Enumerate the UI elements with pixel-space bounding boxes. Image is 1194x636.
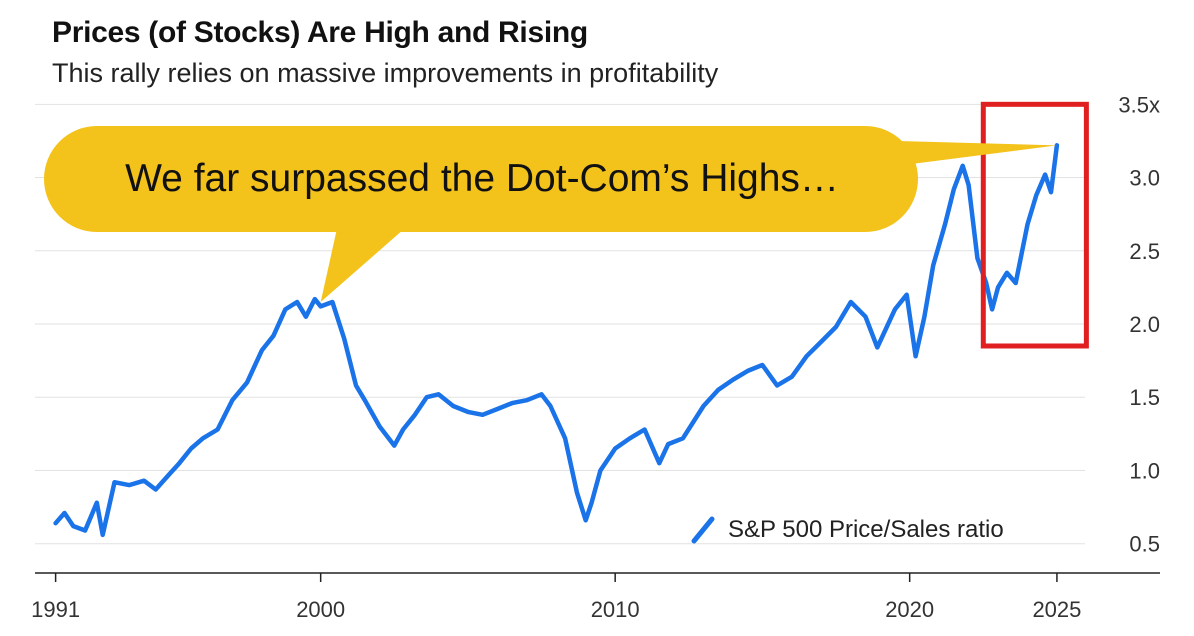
callout-text: We far surpassed the Dot-Com’s Highs… (125, 157, 839, 200)
legend-swatch (691, 516, 715, 544)
legend: S&P 500 Price/Sales ratio (690, 510, 1004, 550)
x-tick-label: 2010 (591, 597, 640, 622)
series-line (53, 143, 1060, 538)
y-tick-label: 1.0 (1129, 458, 1160, 483)
y-tick-label: 0.5 (1129, 532, 1160, 557)
legend-label: S&P 500 Price/Sales ratio (728, 516, 1004, 543)
callout-layer (44, 126, 1057, 303)
callout-tail-dotcom (320, 215, 420, 303)
x-tick-label: 2000 (296, 597, 345, 622)
x-tick-label: 2025 (1032, 597, 1081, 622)
y-tick-label: 2.5 (1129, 239, 1160, 264)
chart-title: Prices (of Stocks) Are High and Rising (52, 16, 588, 49)
x-axis: 1991 2000 2010 2020 2025 (31, 572, 1160, 622)
y-tick-label: 2.0 (1129, 312, 1160, 337)
chart-subtitle: This rally relies on massive improvement… (52, 58, 719, 88)
y-tick-label: 1.5 (1129, 385, 1160, 410)
callout-bubble (44, 126, 918, 232)
y-tick-label: 3.0 (1129, 166, 1160, 191)
highlight-layer (980, 101, 1089, 349)
highlight-box (980, 101, 1089, 349)
y-axis: 0.5 1.0 1.5 2.0 2.5 3.0 3.5x (1118, 92, 1160, 556)
x-tick-label: 2020 (885, 597, 934, 622)
series-layer (53, 143, 1060, 538)
x-tick-label: 1991 (31, 597, 80, 622)
y-tick-label: 3.5x (1118, 92, 1160, 117)
